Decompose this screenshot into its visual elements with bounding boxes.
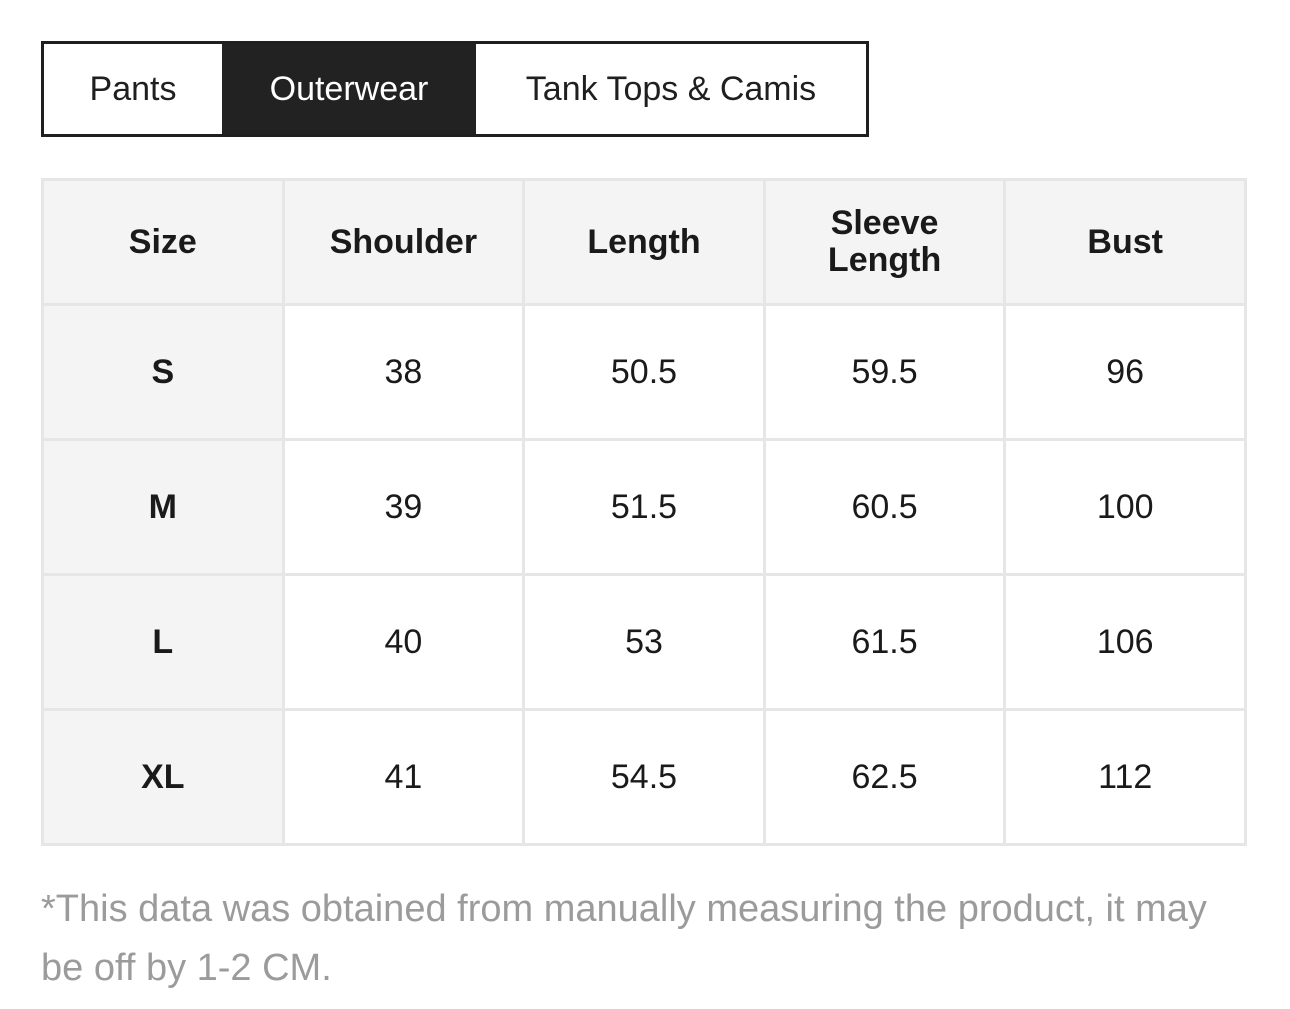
table-header-row: Size Shoulder Length Sleeve Length Bust — [41, 178, 1247, 306]
table-row: S 38 50.5 59.5 96 — [41, 303, 1247, 441]
cell-sleeve-length: 62.5 — [762, 708, 1007, 846]
measurement-disclaimer: *This data was obtained from manually me… — [41, 888, 1207, 989]
category-tabs: Pants Outerwear Tank Tops & Camis — [41, 41, 869, 137]
cell-length: 54.5 — [522, 708, 766, 846]
tab-outerwear[interactable]: Outerwear — [222, 44, 476, 134]
tab-tank-tops-camis[interactable]: Tank Tops & Camis — [476, 44, 866, 134]
header-bust: Bust — [1003, 178, 1247, 306]
size-chart-table: Size Shoulder Length Sleeve Length Bust … — [41, 178, 1247, 846]
cell-shoulder: 40 — [281, 573, 526, 711]
cell-bust: 100 — [1003, 438, 1247, 576]
cell-shoulder: 39 — [281, 438, 526, 576]
cell-bust: 96 — [1003, 303, 1247, 441]
row-size-label: XL — [41, 708, 285, 846]
cell-sleeve-length: 59.5 — [762, 303, 1007, 441]
cell-bust: 106 — [1003, 573, 1247, 711]
table-row: M 39 51.5 60.5 100 — [41, 438, 1247, 576]
cell-shoulder: 38 — [281, 303, 526, 441]
row-size-label: L — [41, 573, 285, 711]
table-row: L 40 53 61.5 106 — [41, 573, 1247, 711]
cell-sleeve-length: 61.5 — [762, 573, 1007, 711]
tab-pants[interactable]: Pants — [44, 44, 222, 134]
cell-bust: 112 — [1003, 708, 1247, 846]
cell-length: 53 — [522, 573, 766, 711]
cell-shoulder: 41 — [281, 708, 526, 846]
cell-sleeve-length: 60.5 — [762, 438, 1007, 576]
cell-length: 50.5 — [522, 303, 766, 441]
row-size-label: S — [41, 303, 285, 441]
table-row: XL 41 54.5 62.5 112 — [41, 708, 1247, 846]
header-sleeve-length: Sleeve Length — [762, 178, 1007, 306]
header-size: Size — [41, 178, 285, 306]
row-size-label: M — [41, 438, 285, 576]
header-shoulder: Shoulder — [281, 178, 526, 306]
header-length: Length — [522, 178, 766, 306]
cell-length: 51.5 — [522, 438, 766, 576]
